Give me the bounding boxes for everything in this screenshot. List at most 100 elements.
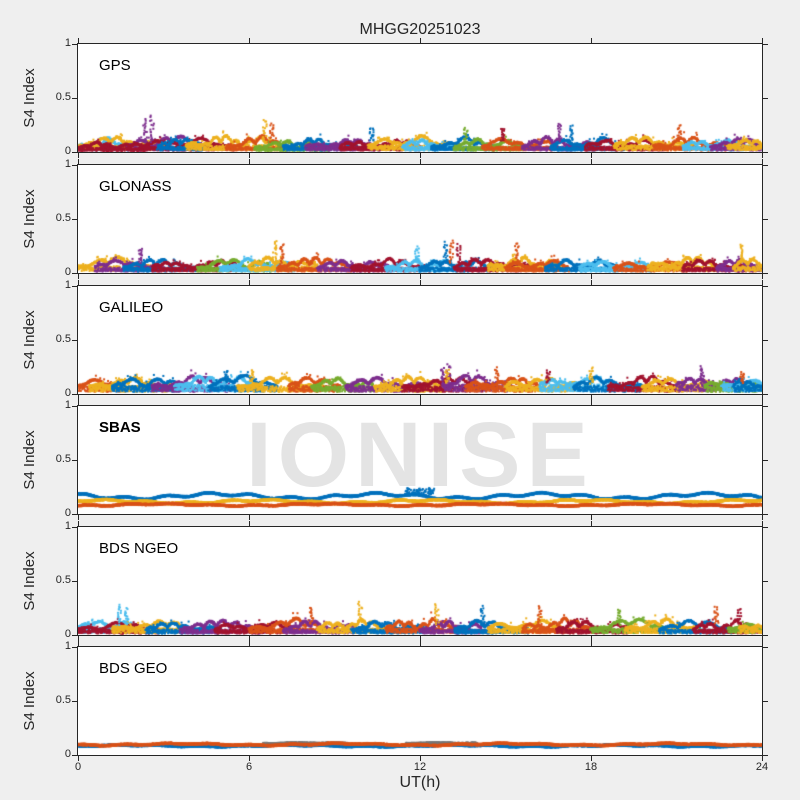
y-tick-label: 0.5	[55, 212, 71, 224]
tick-mark	[591, 280, 592, 285]
data-canvas-sbas	[78, 406, 762, 514]
tick-mark	[763, 755, 768, 756]
tick-mark	[420, 636, 421, 641]
tick-mark	[72, 755, 77, 756]
tick-mark	[763, 273, 768, 274]
tick-mark	[249, 274, 250, 279]
x-tick-label: 12	[413, 761, 427, 773]
tick-mark	[420, 280, 421, 285]
tick-mark	[420, 756, 421, 761]
tick-mark	[72, 219, 77, 220]
panel-gps: GPS	[77, 43, 763, 153]
tick-mark	[249, 521, 250, 526]
tick-mark	[420, 641, 421, 646]
tick-mark	[78, 400, 79, 405]
tick-mark	[763, 394, 768, 395]
panel-galileo: GALILEO	[77, 285, 763, 395]
tick-mark	[591, 38, 592, 43]
tick-mark	[762, 153, 763, 158]
tick-mark	[249, 400, 250, 405]
tick-mark	[762, 756, 763, 761]
y-tick-label: 1	[64, 37, 71, 49]
tick-mark	[249, 38, 250, 43]
tick-mark	[420, 400, 421, 405]
tick-mark	[72, 514, 77, 515]
tick-mark	[763, 340, 768, 341]
tick-mark	[72, 394, 77, 395]
tick-mark	[591, 521, 592, 526]
tick-mark	[591, 395, 592, 400]
y-tick-label: 0.5	[55, 91, 71, 103]
tick-mark	[78, 280, 79, 285]
tick-mark	[78, 274, 79, 279]
tick-mark	[591, 641, 592, 646]
tick-mark	[762, 641, 763, 646]
tick-mark	[763, 581, 768, 582]
y-tick-label: 0	[64, 507, 71, 519]
data-canvas-galileo	[78, 286, 762, 394]
tick-mark	[591, 515, 592, 520]
tick-mark	[762, 395, 763, 400]
tick-mark	[763, 98, 768, 99]
tick-mark	[78, 159, 79, 164]
y-tick-label: 1	[64, 640, 71, 652]
data-canvas-gps	[78, 44, 762, 152]
tick-mark	[763, 286, 768, 287]
y-tick-label: 0.5	[55, 574, 71, 586]
y-tick-label: 1	[64, 520, 71, 532]
tick-mark	[78, 515, 79, 520]
tick-mark	[249, 159, 250, 164]
tick-mark	[249, 153, 250, 158]
tick-mark	[762, 521, 763, 526]
panel-label-bds-geo: BDS GEO	[99, 660, 168, 677]
y-tick-label: 1	[64, 399, 71, 411]
tick-mark	[763, 527, 768, 528]
data-canvas-glonass	[78, 165, 762, 273]
tick-mark	[72, 701, 77, 702]
tick-mark	[72, 152, 77, 153]
tick-mark	[249, 636, 250, 641]
panel-label-glonass: GLONASS	[99, 178, 172, 195]
tick-mark	[762, 636, 763, 641]
tick-mark	[763, 44, 768, 45]
tick-mark	[763, 514, 768, 515]
tick-mark	[763, 635, 768, 636]
x-tick-label: 0	[74, 761, 82, 773]
tick-mark	[762, 400, 763, 405]
panel-label-sbas: SBAS	[99, 419, 141, 436]
panel-sbas: IONISESBAS	[77, 404, 763, 515]
panel-label-bds-ngeo: BDS NGEO	[99, 540, 179, 557]
data-canvas-bds-geo	[78, 647, 762, 755]
y-tick-label: 1	[64, 158, 71, 170]
tick-mark	[78, 395, 79, 400]
tick-mark	[72, 527, 77, 528]
tick-mark	[763, 701, 768, 702]
tick-mark	[420, 38, 421, 43]
y-tick-label: 0	[64, 145, 71, 157]
y-tick-label: 0.5	[55, 694, 71, 706]
x-axis-label: UT(h)	[399, 774, 441, 791]
y-tick-label: 0.5	[55, 453, 71, 465]
tick-mark	[249, 395, 250, 400]
tick-mark	[763, 647, 768, 648]
tick-mark	[420, 159, 421, 164]
x-tick-label: 18	[584, 761, 598, 773]
tick-mark	[420, 521, 421, 526]
chart-title: MHGG20251023	[359, 21, 481, 38]
tick-mark	[420, 153, 421, 158]
y-tick-label: 0	[64, 387, 71, 399]
tick-mark	[420, 395, 421, 400]
tick-mark	[763, 406, 768, 407]
tick-mark	[72, 286, 77, 287]
tick-mark	[591, 153, 592, 158]
x-tick-label: 24	[755, 761, 769, 773]
y-tick-label: 0	[64, 266, 71, 278]
x-tick-label: 6	[245, 761, 253, 773]
tick-mark	[72, 581, 77, 582]
tick-mark	[78, 641, 79, 646]
tick-mark	[762, 280, 763, 285]
tick-mark	[249, 756, 250, 761]
tick-mark	[420, 515, 421, 520]
tick-mark	[72, 98, 77, 99]
